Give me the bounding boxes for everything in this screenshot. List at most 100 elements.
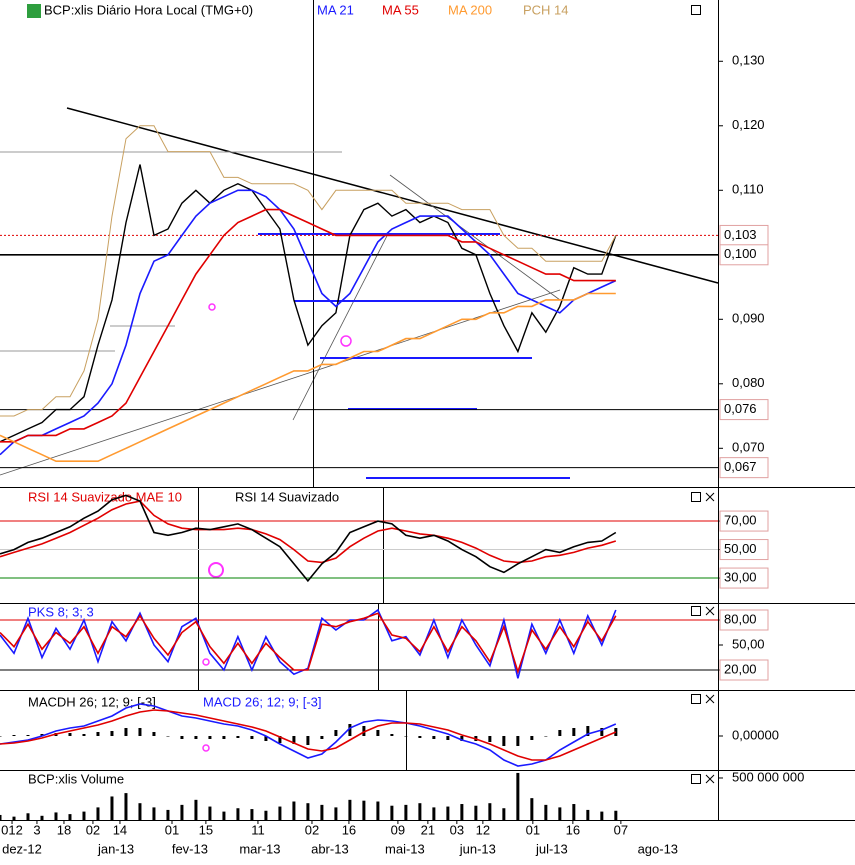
x-tick-label: 14 — [113, 822, 127, 837]
bar — [208, 806, 212, 820]
month-label: jul-13 — [535, 841, 568, 856]
bar — [600, 811, 604, 820]
bar — [572, 728, 576, 736]
bar — [264, 736, 268, 741]
line-series — [0, 208, 616, 443]
value-label: 0,076 — [724, 401, 757, 416]
bar — [12, 735, 16, 736]
month-label: dez-12 — [2, 841, 42, 856]
bar — [418, 803, 422, 820]
bar — [586, 809, 590, 820]
line-series — [0, 612, 617, 675]
value-label: 0,103 — [724, 227, 757, 242]
bar — [40, 734, 44, 736]
line-series — [0, 703, 617, 767]
bar — [278, 806, 282, 820]
y-tick-label: 50,00 — [724, 541, 757, 556]
bar — [460, 736, 464, 741]
x-tick-label: 16 — [342, 822, 356, 837]
bar — [166, 736, 170, 737]
bar — [320, 736, 324, 739]
line-series — [0, 125, 617, 417]
value-box — [719, 244, 769, 266]
bar — [292, 801, 296, 820]
bar — [530, 798, 534, 820]
tick-box — [719, 539, 769, 561]
bar — [432, 736, 436, 739]
y-tick-label: 30,00 — [724, 569, 757, 584]
value-box — [719, 399, 769, 421]
bar — [194, 736, 198, 739]
panel: 20,00 50,00 80,00 PKS 8; 3; 3 — [0, 604, 769, 681]
x-tick-label: 02 — [86, 822, 100, 837]
legend-label: MA 21 — [317, 2, 354, 17]
bar — [264, 810, 268, 820]
bar — [334, 730, 338, 736]
bar — [124, 728, 128, 736]
x-tick-label: 18 — [57, 822, 71, 837]
bar — [306, 736, 310, 745]
bar — [110, 796, 114, 820]
month-label: jan-13 — [97, 841, 134, 856]
bar — [418, 736, 422, 738]
bar — [250, 736, 254, 739]
panel-title: BCP:xlis Diário Hora Local (TMG+0) — [44, 2, 253, 17]
bar — [292, 736, 296, 744]
line-series — [0, 292, 616, 462]
bar — [362, 800, 366, 820]
bar — [376, 730, 380, 736]
bar — [138, 803, 142, 820]
bar — [544, 736, 548, 737]
bar — [558, 807, 562, 820]
bar — [110, 731, 114, 736]
x-tick-label: 09 — [391, 822, 405, 837]
x-tick-label: 02 — [305, 822, 319, 837]
y-tick-label: 0,00000 — [732, 727, 779, 742]
bar — [404, 804, 408, 820]
bar — [334, 807, 338, 820]
bar — [250, 809, 254, 820]
x-tick-label: 11 — [251, 822, 265, 837]
bar — [348, 799, 352, 820]
panel-title: PKS 8; 3; 3 — [28, 604, 94, 619]
month-label: fev-13 — [172, 841, 208, 856]
bar — [82, 734, 86, 736]
legend-label: MA 55 — [382, 2, 419, 17]
x-tick-label: 03 — [450, 822, 464, 837]
y-tick-label: 80,00 — [724, 611, 757, 626]
value-box — [719, 457, 769, 479]
value-label: 0,067 — [724, 459, 757, 474]
bar — [600, 728, 604, 736]
y-tick-label: 50,00 — [732, 636, 765, 651]
bar — [96, 732, 100, 736]
bar — [68, 814, 72, 820]
tick-box — [719, 567, 769, 589]
x-tick-label: 15 — [199, 822, 213, 837]
bar — [544, 804, 548, 820]
bar — [488, 803, 492, 820]
window-buttons[interactable] — [691, 5, 715, 784]
bar — [502, 808, 506, 820]
bar — [222, 736, 226, 739]
line-series — [0, 709, 617, 761]
bar — [26, 813, 30, 820]
panel: 500 000 000 BCP:xlis Volume — [0, 769, 804, 820]
bar — [614, 728, 618, 736]
y-tick-label: 500 000 000 — [732, 769, 804, 784]
legend-icon — [27, 4, 41, 18]
bar — [572, 804, 576, 820]
bar — [586, 726, 590, 736]
line-series — [0, 500, 617, 564]
legend-label: RSI 14 Suavizado MAE 10 — [28, 489, 182, 504]
x-tick-label: 07 — [614, 822, 628, 837]
bar — [96, 807, 100, 820]
tick-box — [719, 609, 769, 631]
y-tick-label: 0,090 — [732, 311, 765, 326]
bar — [54, 812, 58, 820]
bar — [306, 803, 310, 820]
x-tick-label: 3 — [33, 822, 40, 837]
bar — [530, 736, 534, 740]
panel: 0,103 0,100 0,076 0,067 0,070 0,080 0,090 0,110… — [0, 2, 769, 479]
line-series — [0, 494, 617, 583]
